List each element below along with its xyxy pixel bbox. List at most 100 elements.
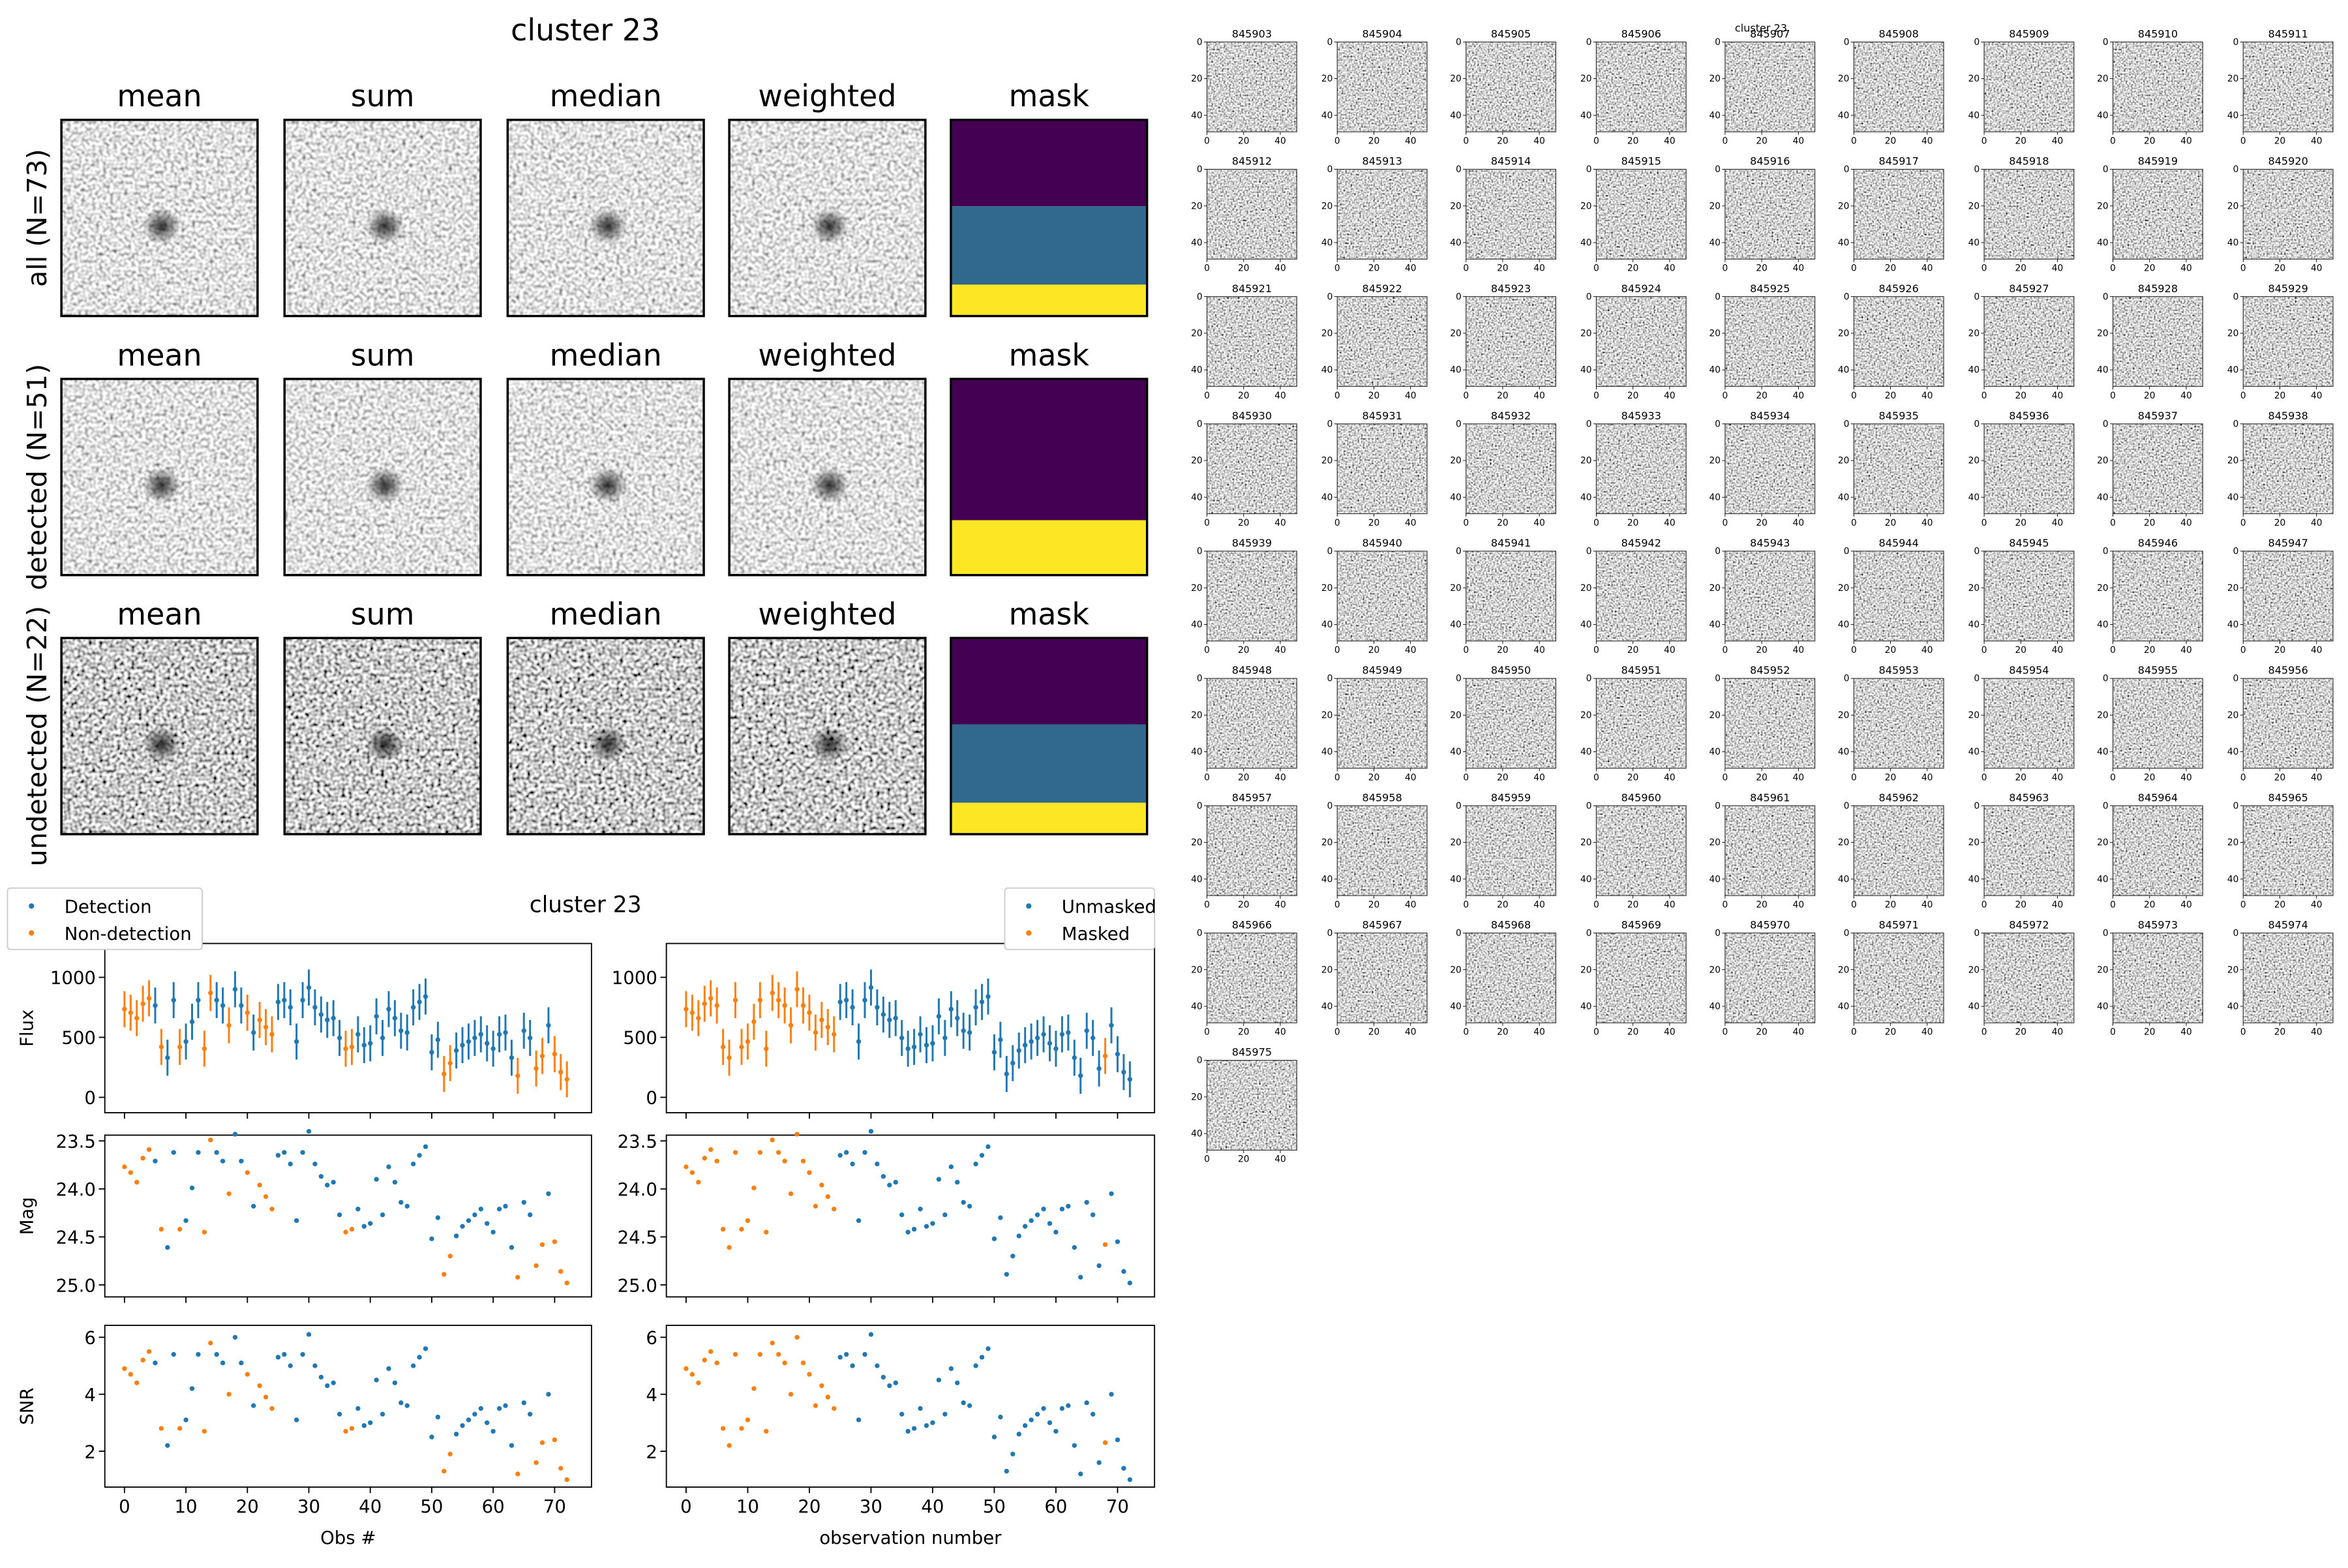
thumb-x-tick-label: 20 [2274,1027,2286,1038]
data-point [331,1016,336,1021]
thumb-y-tick-label: 20 [2227,456,2239,466]
thumbnail-image [1466,296,1556,387]
thumb-x-tick-label: 40 [1274,1027,1286,1038]
thumb-y-tick-label: 20 [1968,456,1980,466]
data-point [460,1423,465,1428]
thumbnail-image [1466,550,1556,641]
thumbnail-title: 845955 [2138,664,2178,676]
data-point [880,1012,886,1018]
thumb-y-tick-label: 20 [1709,201,1721,211]
thumb-y-tick-label: 40 [1450,1001,1462,1012]
thumb-y-tick-label: 20 [1709,74,1721,84]
thumbnail-title: 845950 [1491,664,1531,676]
thumb-x-tick-label: 40 [2311,772,2323,783]
thumb-y-tick-label: 20 [1191,328,1203,339]
thumb-y-tick-label: 40 [1580,110,1592,121]
y-axis-label: SNR [17,1387,38,1425]
thumbnail-frame [2112,805,2203,896]
data-point [800,1360,806,1366]
thumb-y-tick-label: 0 [2233,419,2239,429]
thumb-x-tick-label: 0 [1204,772,1210,783]
data-point [343,1229,348,1235]
data-point [807,1010,812,1016]
data-point [1102,1053,1108,1059]
thumbnail-title: 845939 [1232,537,1272,549]
data-point [973,1004,978,1010]
data-point [837,999,843,1004]
data-point [404,1030,410,1035]
thumb-y-tick-label: 20 [2097,201,2109,211]
axes-frame [104,942,592,1113]
thumb-y-tick-label: 20 [1709,965,1721,975]
thumbnail-frame [1336,678,1428,769]
data-point [955,1380,960,1385]
data-point [509,1055,515,1061]
thumb-x-tick-label: 20 [1885,645,1897,656]
thumb-y-tick-label: 0 [1197,1055,1203,1066]
y-tick-label: 1000 [612,968,657,989]
data-point [368,1420,373,1425]
data-point [208,1138,213,1143]
data-point [546,1023,551,1028]
data-point [423,994,429,999]
thumb-y-tick-label: 20 [1838,74,1850,84]
data-point [813,1203,819,1209]
data-point [153,1360,158,1366]
thumb-x-tick-label: 40 [1664,1027,1676,1038]
thumbnail-image [1596,806,1687,896]
thumb-x-tick-label: 40 [1405,264,1417,274]
y-tick-label: 500 [61,1028,96,1049]
data-point [251,1403,256,1408]
data-point [515,1274,520,1280]
data-point [300,1150,305,1155]
data-point [183,1417,188,1423]
data-point [1041,1032,1046,1037]
data-point [714,1360,719,1366]
thumbnail-image [1854,678,1944,768]
data-point [122,1366,127,1372]
thumb-y-tick-label: 0 [1197,164,1203,175]
thumb-y-tick-label: 0 [2103,164,2109,175]
x-tick-label: 0 [119,1496,130,1517]
thumb-x-tick-label: 0 [1723,264,1728,274]
data-point [856,1218,862,1224]
thumb-x-tick-label: 40 [2052,772,2064,783]
thumb-x-tick-label: 0 [1851,391,1857,401]
thumb-y-tick-label: 0 [1844,801,1850,811]
thumb-x-tick-label: 0 [1981,391,1987,401]
thumb-x-tick-label: 20 [1238,645,1250,656]
thumbnail-title: 845934 [1750,410,1790,422]
thumb-y-tick-label: 40 [1450,747,1462,757]
thumb-y-tick-label: 40 [1838,620,1850,630]
thumb-x-tick-label: 40 [1921,264,1933,274]
thumb-y-tick-label: 0 [1456,419,1462,429]
thumb-y-tick-label: 40 [1580,874,1592,884]
thumb-x-tick-label: 0 [1723,518,1728,528]
data-point [764,1046,769,1051]
data-point [1121,1466,1126,1471]
stamp-frame [506,119,705,318]
thumbnail-image [2113,806,2203,896]
thumb-x-tick-label: 0 [1463,899,1469,910]
data-point [368,1040,373,1046]
thumb-x-tick-label: 0 [1593,899,1599,910]
thumbnail-frame [2112,678,2203,769]
data-point [998,1414,1003,1420]
thumb-x-tick-label: 20 [1368,645,1380,656]
thumb-x-tick-label: 40 [2311,264,2323,274]
thumbnail-frame [1595,550,1687,642]
thumb-x-tick-label: 20 [1627,1027,1639,1038]
x-tick-label: 20 [798,1496,820,1517]
thumb-y-tick-label: 0 [1844,37,1850,48]
thumb-x-tick-label: 40 [1921,772,1933,783]
thumbnail-image [1337,423,1428,514]
thumb-y-tick-label: 40 [1968,110,1980,121]
thumb-x-tick-label: 40 [1664,645,1676,656]
thumb-y-tick-label: 20 [1191,965,1203,975]
data-point [460,1042,465,1048]
thumb-y-tick-label: 40 [1450,110,1462,121]
data-point [1059,1032,1065,1037]
thumb-y-tick-label: 0 [1586,547,1592,557]
thumbnail-title: 845903 [1232,27,1272,40]
data-point [1066,1403,1071,1408]
